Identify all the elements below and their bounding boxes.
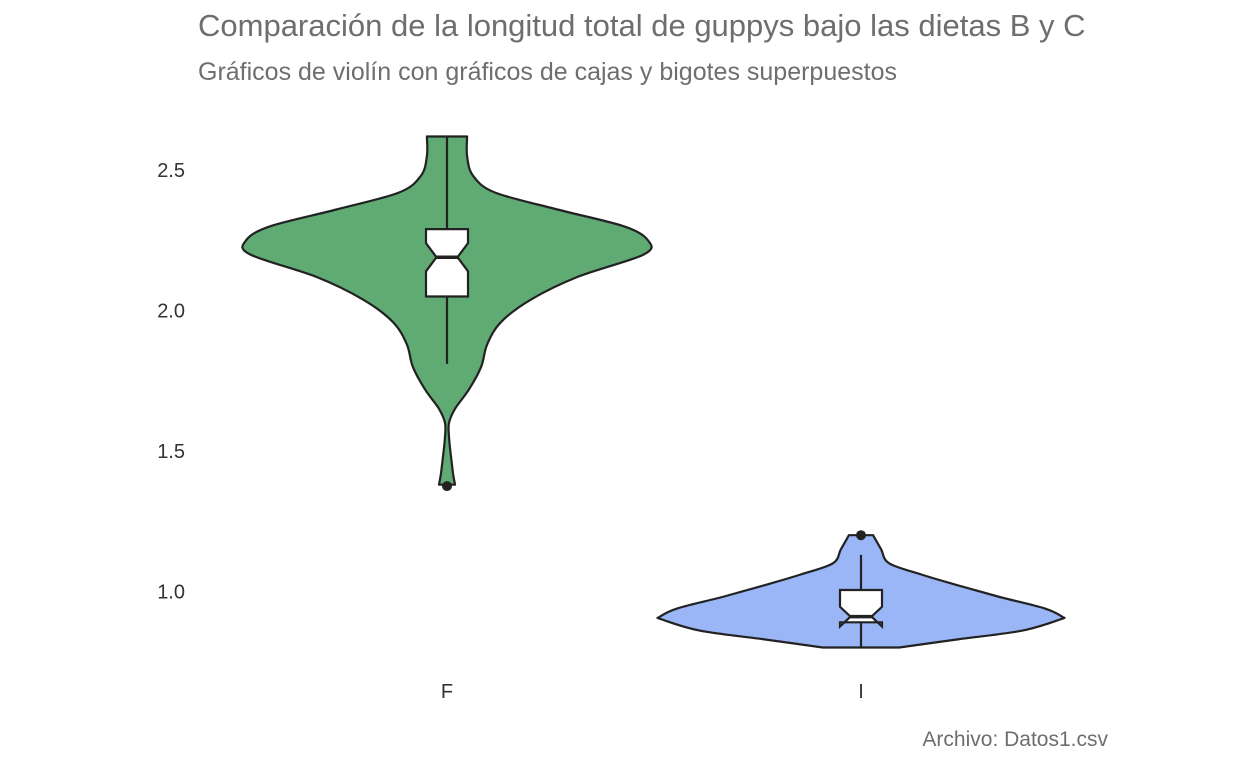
x-tick-label: F bbox=[441, 681, 453, 703]
box-notched bbox=[838, 588, 884, 630]
y-axis: 1.0 1.5 2.0 2.5 bbox=[157, 160, 185, 603]
y-tick-label: 1.5 bbox=[157, 441, 185, 463]
outlier-point bbox=[442, 481, 452, 492]
violin-group-I bbox=[656, 530, 1066, 649]
box-notched bbox=[424, 228, 470, 298]
y-tick-label: 2.5 bbox=[157, 160, 185, 182]
chart-title: Comparación de la longitud total de gupp… bbox=[198, 8, 1086, 43]
outlier-point bbox=[856, 530, 866, 541]
violin-groups bbox=[241, 135, 1066, 649]
y-tick-label: 2.0 bbox=[157, 301, 185, 323]
chart-subtitle: Gráficos de violín con gráficos de cajas… bbox=[198, 58, 897, 86]
violin-group-F bbox=[241, 135, 653, 492]
x-tick-label: I bbox=[858, 681, 864, 703]
chart-caption: Archivo: Datos1.csv bbox=[922, 728, 1108, 751]
y-tick-label: 1.0 bbox=[157, 581, 185, 603]
